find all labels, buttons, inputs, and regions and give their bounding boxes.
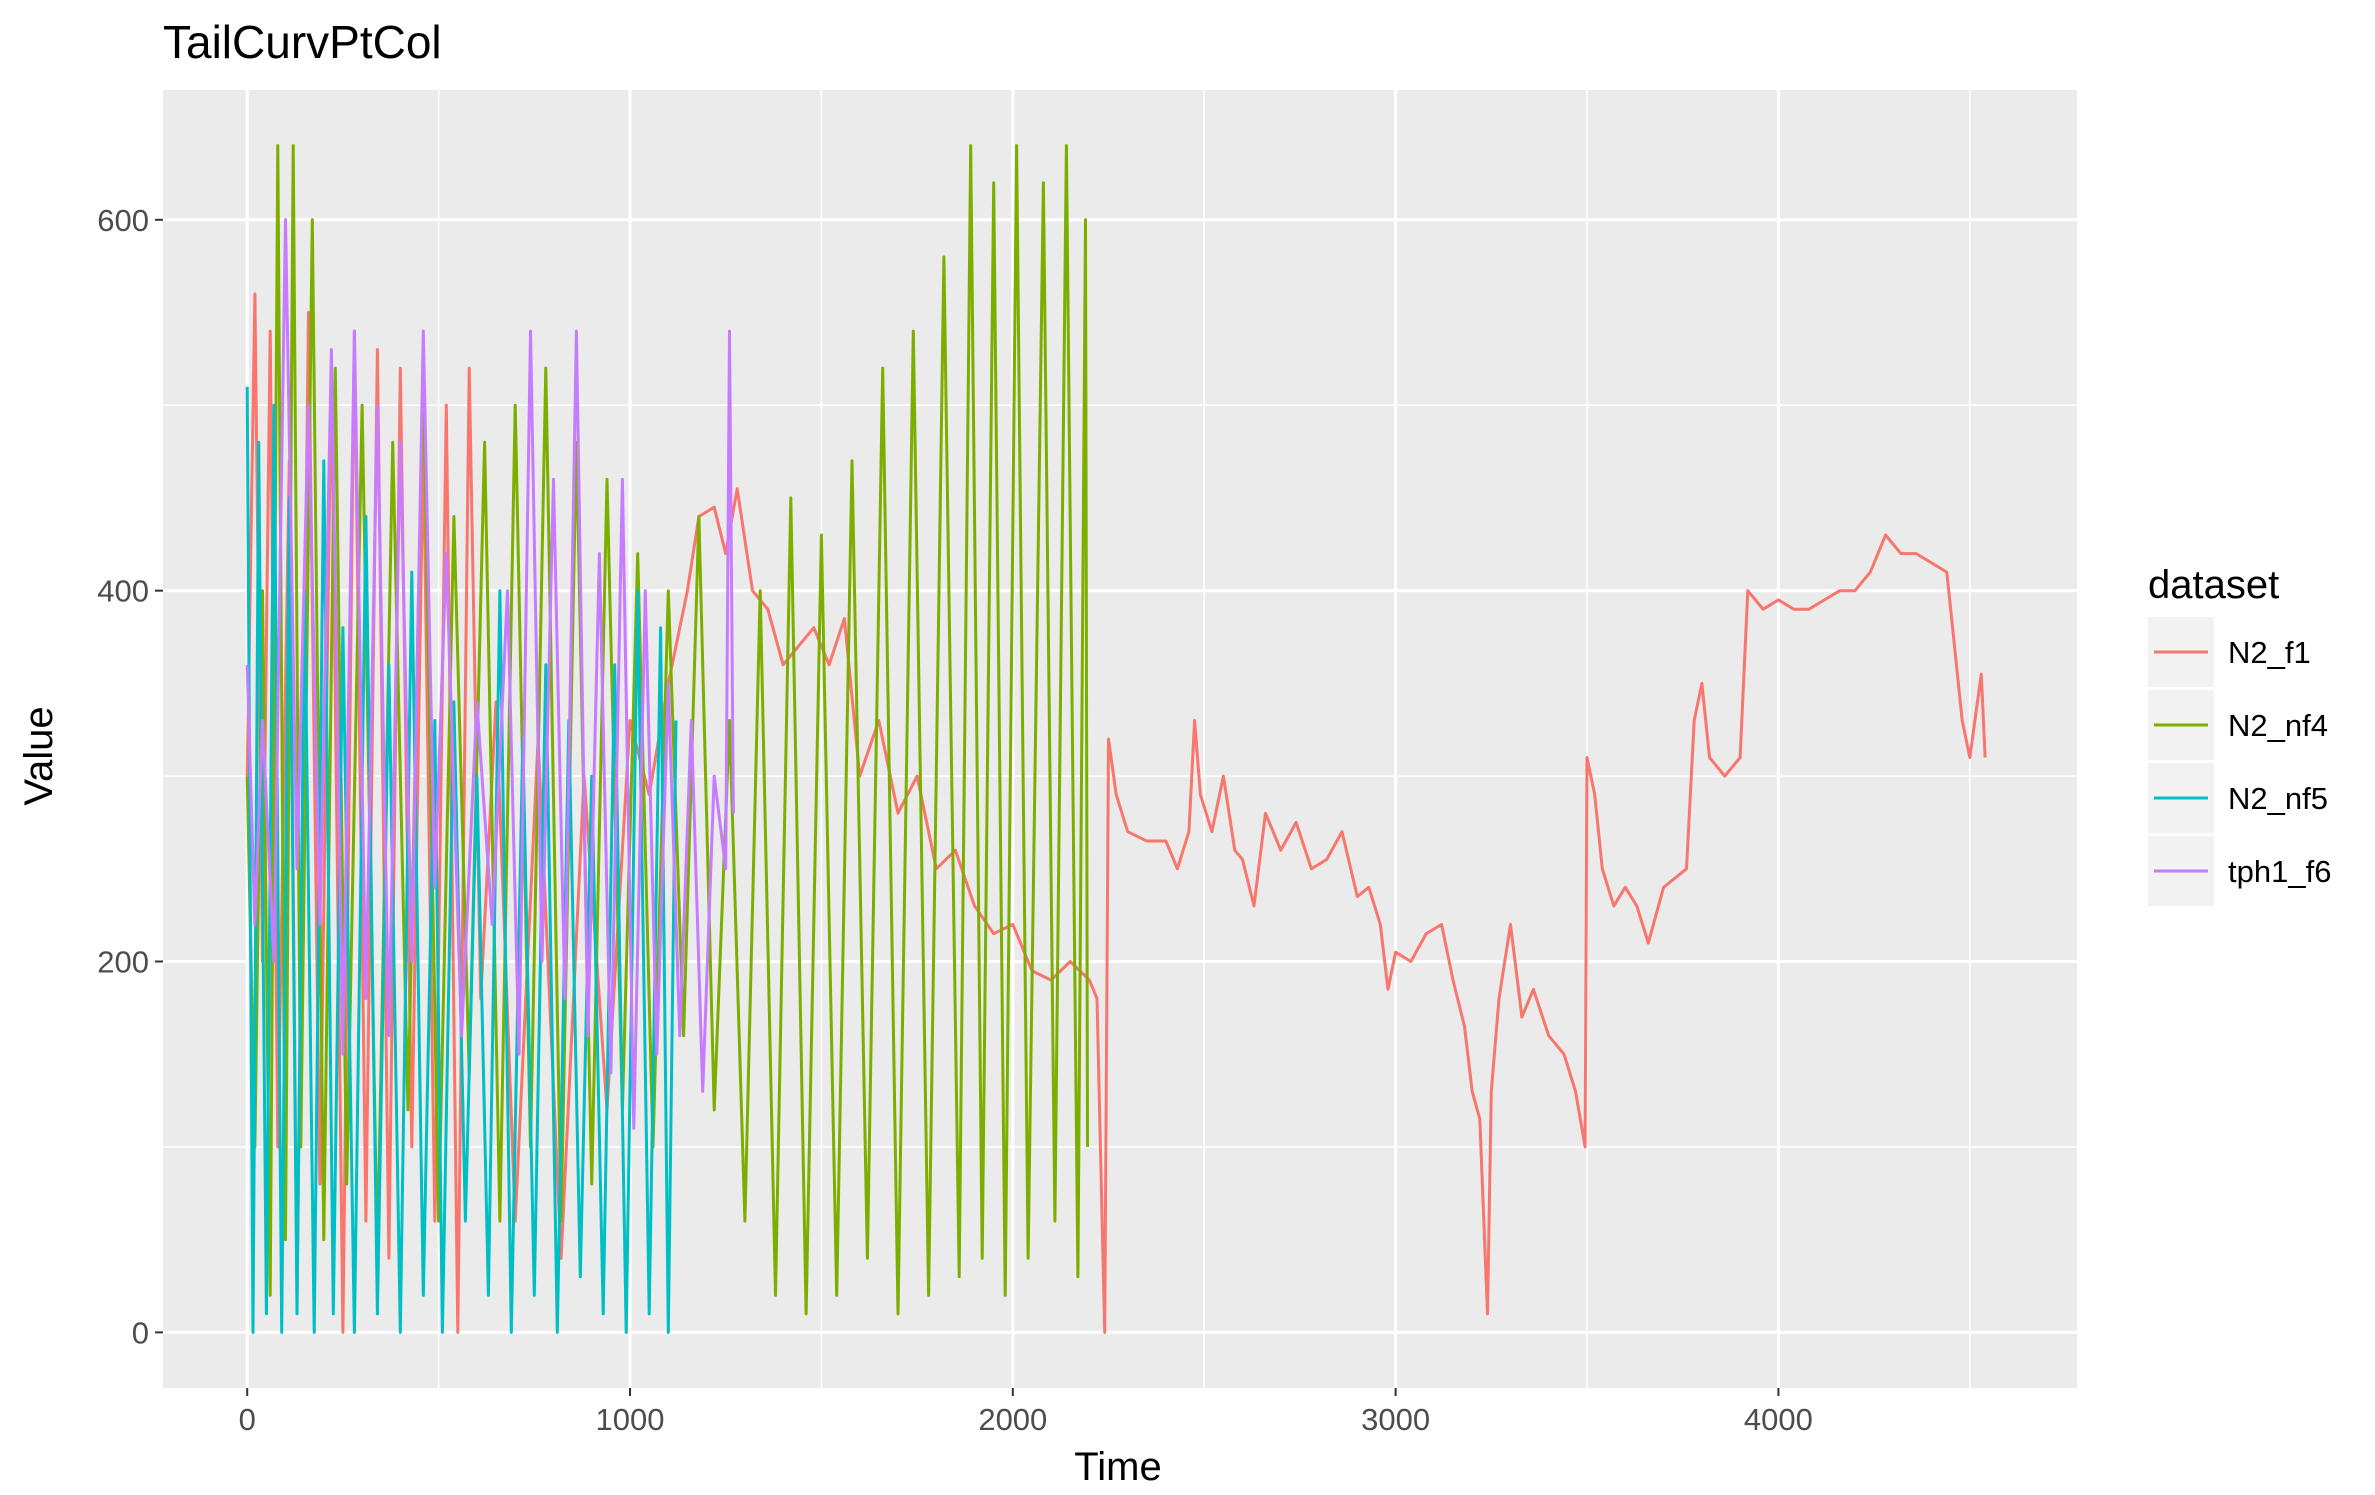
x-axis: 0 1000 2000 3000 4000	[239, 1388, 1813, 1437]
series-line-N2_nf5	[245, 386, 678, 1334]
legend-title: dataset	[2148, 563, 2279, 607]
legend-label: N2_f1	[2228, 635, 2311, 670]
plot-panel	[163, 90, 2077, 1388]
series-line-N2_f1	[245, 292, 1987, 1334]
legend: dataset N2_f1 N2_nf4 N2_nf5 tph1_f6	[2148, 563, 2331, 906]
x-tick-label: 1000	[596, 1402, 665, 1437]
legend-item: N2_f1	[2148, 617, 2311, 687]
y-axis-title: Value	[17, 706, 61, 805]
series-layer	[245, 144, 1987, 1334]
x-tick-label: 0	[239, 1402, 256, 1437]
grid-minor	[163, 90, 2077, 1388]
legend-item: N2_nf5	[2148, 763, 2328, 833]
chart-title: TailCurvPtCol	[163, 16, 442, 68]
legend-label: N2_nf5	[2228, 781, 2328, 816]
y-tick-label: 200	[97, 945, 149, 980]
y-tick-label: 0	[132, 1315, 149, 1350]
y-axis: 0 200 400 600	[97, 203, 163, 1350]
legend-item: N2_nf4	[2148, 690, 2328, 760]
y-tick-label: 400	[97, 574, 149, 609]
x-axis-title: Time	[1074, 1445, 1161, 1489]
plot-area	[163, 90, 2077, 1388]
series-line-tph1_f6	[245, 218, 735, 1130]
legend-label: N2_nf4	[2228, 708, 2328, 743]
x-tick-label: 4000	[1744, 1402, 1813, 1437]
y-tick-label: 600	[97, 203, 149, 238]
x-tick-label: 2000	[978, 1402, 1047, 1437]
legend-label: tph1_f6	[2228, 854, 2331, 889]
legend-items: N2_f1 N2_nf4 N2_nf5 tph1_f6	[2148, 617, 2331, 906]
legend-item: tph1_f6	[2148, 836, 2331, 906]
x-tick-label: 3000	[1361, 1402, 1430, 1437]
